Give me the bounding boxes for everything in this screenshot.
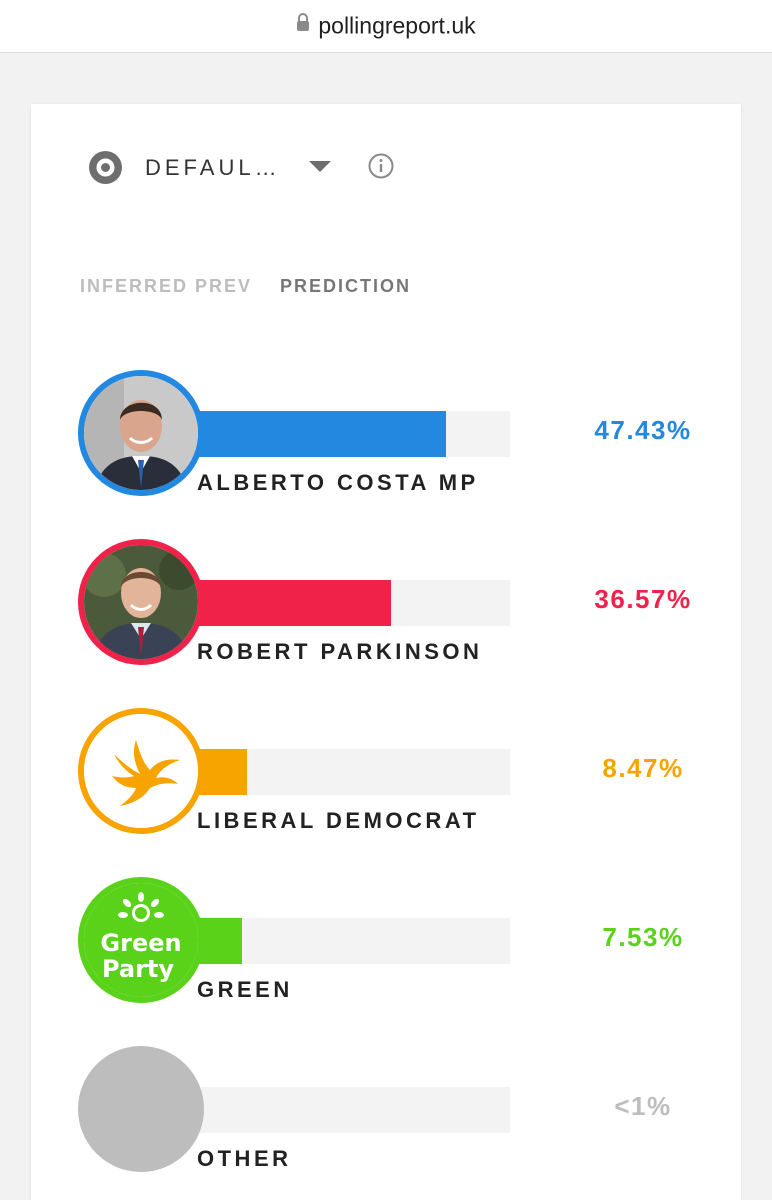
candidate-name: LIBERAL DEMOCRAT — [197, 808, 480, 833]
candidate-row: ALBERTO COSTA MP 47.43% — [78, 370, 718, 500]
radio-icon — [89, 151, 122, 184]
candidate-name: OTHER — [197, 1146, 292, 1171]
logo-text-line1: Green — [100, 929, 181, 957]
candidate-row: ROBERT PARKINSON 36.57% — [78, 539, 718, 669]
logo-text-line2: Party — [102, 955, 174, 983]
chevron-down-icon[interactable] — [309, 161, 331, 173]
address-bar[interactable]: pollingreport.uk — [0, 0, 772, 53]
vote-percent: 36.57% — [594, 584, 692, 614]
candidate-row: LIBERAL DEMOCRAT 8.47% — [78, 708, 718, 838]
info-icon[interactable] — [368, 153, 394, 179]
candidate-row: Green Party GREEN 7.53% — [78, 877, 718, 1007]
candidate-name: ROBERT PARKINSON — [197, 639, 483, 664]
tab-inferred-prev[interactable]: INFERRED PREV — [80, 276, 253, 296]
candidate-name: GREEN — [197, 977, 293, 1002]
libdem-bird-icon — [84, 714, 198, 828]
selector-label: DEFAUL… — [145, 155, 281, 180]
other-avatar — [78, 1046, 204, 1172]
candidate-photo-avatar — [78, 370, 204, 496]
green-party-logo-avatar: Green Party — [78, 877, 204, 1003]
vote-percent: 47.43% — [594, 415, 692, 445]
lock-icon — [296, 10, 310, 37]
vote-percent: 7.53% — [602, 922, 684, 952]
model-selector[interactable]: DEFAUL… — [89, 148, 409, 186]
candidate-name: ALBERTO COSTA MP — [197, 470, 479, 495]
url-text: pollingreport.uk — [318, 12, 476, 39]
candidate-photo-avatar — [78, 539, 204, 665]
vote-percent: <1% — [614, 1091, 672, 1121]
vote-percent: 8.47% — [602, 753, 684, 783]
candidate-row: OTHER <1% — [78, 1046, 718, 1176]
prediction-card: DEFAUL… INFERRED PREV PREDICTION — [31, 104, 741, 1200]
green-party-icon: Green Party — [84, 883, 198, 997]
tab-prediction[interactable]: PREDICTION — [280, 276, 412, 296]
libdem-bird-logo-avatar — [78, 708, 204, 834]
